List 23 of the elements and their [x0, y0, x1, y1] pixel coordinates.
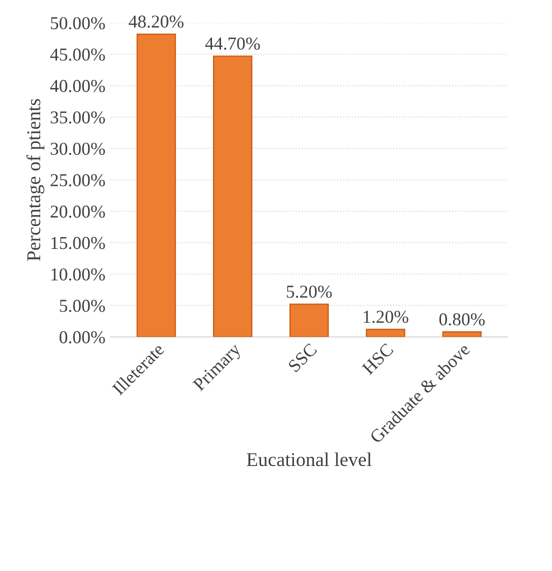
data-label: 5.20% — [286, 286, 332, 298]
bar — [136, 34, 176, 337]
y-tick-label: 20.00% — [50, 206, 105, 218]
y-tick-label: 0.00% — [60, 331, 105, 344]
x-axis-title: Eucational level — [246, 452, 372, 466]
y-axis-title: Percentage of ptients — [26, 99, 44, 261]
y-tick-label: 45.00% — [50, 48, 105, 61]
data-label: 0.80% — [439, 313, 485, 326]
data-label: 44.70% — [205, 38, 260, 50]
y-tick-label: 5.00% — [60, 300, 105, 312]
y-tick-label: 30.00% — [50, 142, 105, 155]
data-label: 48.20% — [128, 16, 184, 28]
y-tick-label: 15.00% — [51, 236, 105, 250]
data-label: 1.20% — [364, 310, 408, 323]
y-tick-label: 25.00% — [50, 174, 105, 186]
y-tick-label: 10.00% — [51, 268, 105, 281]
bar — [289, 304, 329, 337]
bar — [213, 56, 252, 337]
y-tick-label: 50.00% — [50, 17, 105, 30]
x-tick-label: SSC — [288, 342, 318, 373]
bar — [366, 328, 406, 337]
y-tick-label: 40.00% — [50, 80, 105, 92]
y-tick-label: 35.00% — [50, 111, 105, 124]
